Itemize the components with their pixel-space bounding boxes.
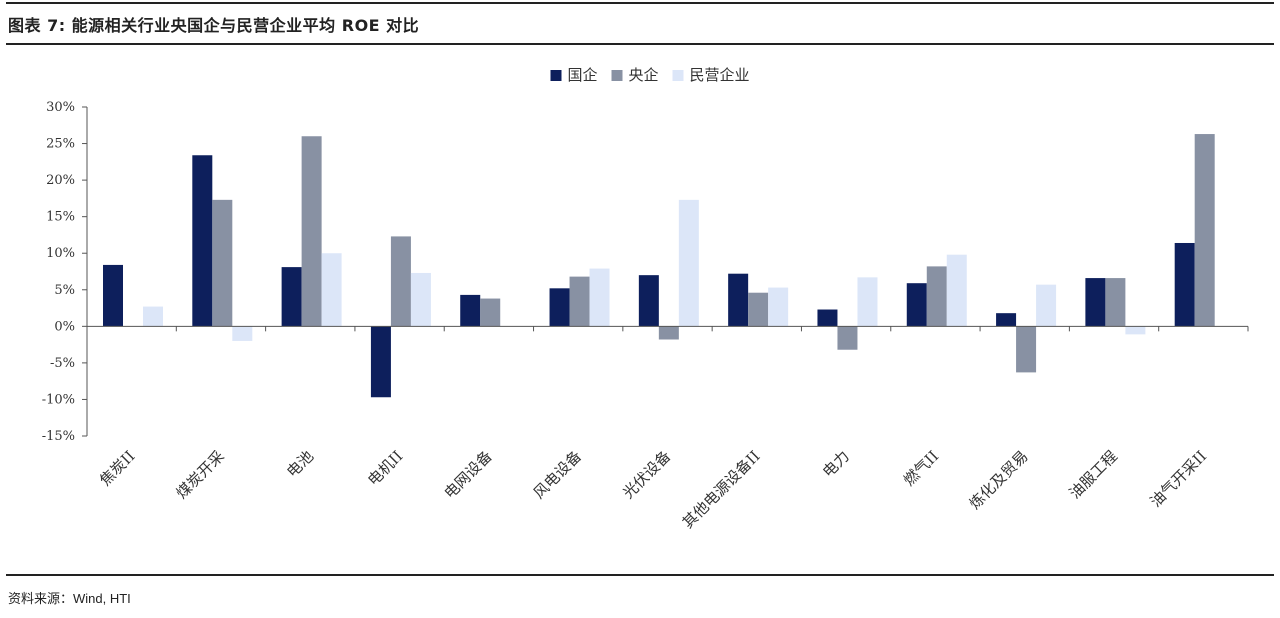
bar-yq — [658, 326, 679, 340]
bar-gq — [103, 264, 123, 327]
category-label: 电网设备 — [441, 447, 496, 502]
category-label: 其他电源设备II — [679, 447, 764, 532]
legend-swatch — [611, 70, 623, 81]
bar-my — [857, 277, 878, 327]
y-tick-label: 15% — [46, 210, 75, 225]
source-text: Wind, HTI — [73, 591, 131, 606]
legend-swatch — [672, 70, 684, 81]
category-label: 电机II — [364, 447, 406, 489]
y-tick-label: 20% — [46, 173, 75, 188]
bar-my — [1036, 284, 1057, 327]
bar-gq — [281, 267, 302, 327]
y-tick-label: 10% — [46, 246, 75, 261]
bar-gq — [1085, 278, 1106, 327]
bar-yq — [301, 136, 322, 327]
y-tick-label: -10% — [42, 392, 75, 407]
bar-my — [678, 199, 699, 327]
bar-gq — [1174, 242, 1195, 327]
y-tick-label: 25% — [46, 137, 75, 152]
category-label: 电池 — [283, 447, 317, 481]
bar-yq — [569, 276, 590, 327]
title-rule — [6, 43, 1274, 45]
category-label: 煤炭开采 — [173, 447, 228, 502]
chart-title: 图表 7: 能源相关行业央国企与民营企业平均 ROE 对比 — [8, 16, 420, 35]
category-label: 光伏设备 — [619, 447, 674, 502]
bar-yq — [390, 236, 411, 327]
source-note: 资料来源：Wind, HTI — [8, 588, 131, 607]
bar-yq — [1016, 326, 1037, 373]
bar-gq — [906, 283, 927, 327]
bar-my — [946, 254, 967, 327]
category-label: 风电设备 — [530, 447, 585, 502]
bar-yq — [837, 326, 858, 350]
bar-yq — [926, 266, 947, 327]
y-tick-label: 30% — [46, 100, 75, 115]
source-label: 资料来源： — [8, 592, 74, 607]
bar-gq — [638, 275, 659, 327]
bar-my — [768, 287, 789, 327]
legend-label: 国企 — [568, 66, 598, 84]
category-label: 油气开采II — [1147, 447, 1211, 511]
bar-my — [410, 272, 431, 327]
bar-my — [1125, 326, 1146, 335]
category-label: 炼化及贸易 — [966, 447, 1032, 513]
category-label: 焦炭II — [96, 447, 138, 489]
category-label: 油服工程 — [1066, 447, 1121, 502]
bar-yq — [748, 292, 769, 327]
y-tick-label: 5% — [54, 283, 75, 298]
category-label: 燃气II — [900, 447, 942, 489]
bar-yq — [480, 298, 501, 327]
legend-label: 央企 — [629, 66, 659, 84]
top-rule — [6, 2, 1274, 4]
bar-gq — [460, 294, 481, 327]
y-tick-label: 0% — [54, 319, 75, 334]
bar-gq — [996, 313, 1017, 327]
bar-chart: 30% 25% 20% 15% 10% 5% 0% -5% -10% -15% 焦炭II 煤炭开采 电池… — [42, 66, 1249, 532]
bar-my — [143, 306, 163, 327]
bar-my — [232, 326, 253, 341]
bar-yq — [1194, 134, 1215, 327]
bar-yq — [1105, 278, 1126, 327]
bar-gq — [192, 155, 213, 327]
bar-yq — [212, 199, 233, 327]
bar-gq — [728, 273, 749, 327]
y-tick-label: -5% — [50, 356, 75, 371]
bar-gq — [549, 288, 570, 327]
bar-my — [321, 253, 342, 327]
bar-gq — [370, 326, 391, 398]
y-tick-label: -15% — [42, 429, 75, 444]
legend-label: 民营企业 — [690, 66, 750, 84]
bar-my — [589, 268, 610, 327]
bar-gq — [817, 309, 838, 327]
bottom-rule — [6, 574, 1274, 576]
legend-swatch — [550, 70, 562, 81]
category-label: 电力 — [819, 447, 853, 481]
